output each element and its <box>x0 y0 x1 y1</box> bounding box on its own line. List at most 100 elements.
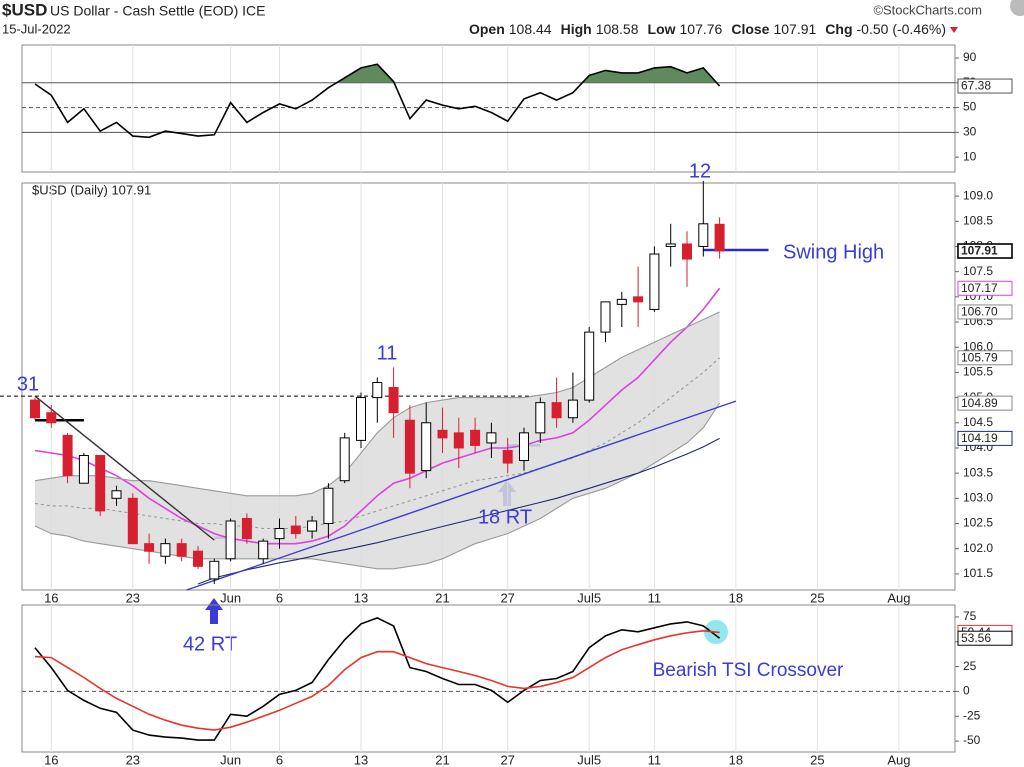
trend-line <box>186 400 737 591</box>
value-tag-label: 107.91 <box>961 244 998 258</box>
candle-body <box>714 223 725 252</box>
candle-body <box>486 432 497 444</box>
candle-body <box>470 429 481 446</box>
candle-body <box>127 497 138 545</box>
y-tick-label: 30 <box>963 125 977 139</box>
annotation: 42 RT <box>183 633 237 655</box>
y-tick-label: 10 <box>963 149 977 163</box>
overbought-fill <box>35 64 720 83</box>
down-triangle <box>950 27 958 33</box>
candle-body <box>78 455 89 484</box>
candle-body <box>160 543 171 557</box>
quote-value: -0.50 (-0.46%) <box>857 21 946 37</box>
y-tick-label: 108.5 <box>963 213 993 227</box>
value-tag-label: 67.38 <box>961 79 991 93</box>
symbol: $USD <box>2 0 47 19</box>
series-line <box>34 617 721 741</box>
x-tick-label: 6 <box>276 590 283 605</box>
candle-body <box>290 525 301 535</box>
x-tick-label: Aug <box>887 590 910 605</box>
quote-label: Low <box>648 21 676 37</box>
candle-body <box>682 243 692 260</box>
y-tick-label: -25 <box>963 708 981 722</box>
value-tag-label: 106.70 <box>961 305 998 319</box>
value-tag-label: 104.89 <box>961 396 998 410</box>
date: 15-Jul-2022 <box>2 21 71 36</box>
bollinger-band <box>35 311 720 569</box>
x-tick-label: 27 <box>500 752 514 767</box>
series-line <box>197 437 720 585</box>
x-tick-label: Jul5 <box>577 752 601 767</box>
x-tick-label: 25 <box>810 752 824 767</box>
instrument-name: US Dollar - Cash Settle (EOD) ICE <box>50 3 266 19</box>
value-tag-label: 104.19 <box>961 431 998 445</box>
candle-body <box>46 412 57 424</box>
quote-label: Close <box>731 21 769 37</box>
candle-body <box>372 381 383 399</box>
quote-value: 107.76 <box>680 21 723 37</box>
quote-value: 108.44 <box>509 21 552 37</box>
candle-body <box>176 543 187 557</box>
value-tag <box>957 78 1013 94</box>
candle-body <box>567 399 578 419</box>
value-tag-label: 53.56 <box>961 631 991 645</box>
annotation: Bearish TSI Crossover <box>653 660 844 681</box>
y-tick-label: 105.5 <box>963 365 993 379</box>
panel-frame <box>21 44 956 173</box>
candle-body <box>551 402 562 419</box>
source: ©StockCharts.com <box>873 2 982 17</box>
candle-body <box>356 397 366 441</box>
candle-body <box>225 520 236 560</box>
candle-body <box>62 434 73 477</box>
x-tick-label: Jun <box>220 590 241 605</box>
x-tick-label: 21 <box>435 752 449 767</box>
quote-row: Open 108.44 High 108.58 Low 107.76 Close 107.91… <box>469 21 946 37</box>
y-tick-label: 25 <box>963 659 977 673</box>
value-tag <box>957 304 1013 320</box>
candle-body <box>307 520 318 532</box>
annotation: Swing High <box>783 241 884 263</box>
candle-body <box>323 487 334 525</box>
value-tag-label: 107.17 <box>961 281 998 295</box>
quote-label: Open <box>469 21 505 37</box>
series-line <box>34 63 721 139</box>
candle-body <box>421 422 432 472</box>
annotation: 12 <box>689 160 711 182</box>
candle-body <box>698 223 709 247</box>
candle-body <box>144 543 155 552</box>
candle-body <box>665 243 676 247</box>
candle-body <box>649 253 660 310</box>
value-tag <box>957 280 1013 296</box>
y-tick-label: 102.5 <box>963 516 993 530</box>
series-line <box>34 357 720 530</box>
y-tick-label: 0 <box>963 684 970 698</box>
candle-body <box>111 490 122 499</box>
y-tick-label: 75 <box>963 609 977 623</box>
trend-line <box>34 395 215 541</box>
x-tick-label: 23 <box>126 590 140 605</box>
value-tag <box>957 630 1013 646</box>
x-tick-label: Jun <box>220 752 241 767</box>
candle-body <box>616 298 627 305</box>
candle-body <box>193 550 203 567</box>
candle-body <box>437 429 448 439</box>
x-tick-label: 11 <box>648 590 662 605</box>
candle-body <box>502 449 513 464</box>
x-tick-label: 21 <box>435 590 449 605</box>
candle-body <box>584 331 595 401</box>
series-line <box>34 629 720 731</box>
x-tick-label: 25 <box>810 590 824 605</box>
x-tick-label: 6 <box>276 752 283 767</box>
x-tick-label: 11 <box>648 752 662 767</box>
x-tick-label: 16 <box>44 752 58 767</box>
x-tick-label: 13 <box>354 752 368 767</box>
candle-body <box>404 419 415 474</box>
x-tick-label: Aug <box>887 752 910 767</box>
quote-label: Chg <box>825 21 852 37</box>
value-tag <box>957 430 1013 446</box>
y-tick-label: 103.0 <box>963 490 993 504</box>
value-tag <box>957 350 1013 366</box>
quote-value: 108.58 <box>596 21 639 37</box>
x-tick-label: 18 <box>729 752 743 767</box>
